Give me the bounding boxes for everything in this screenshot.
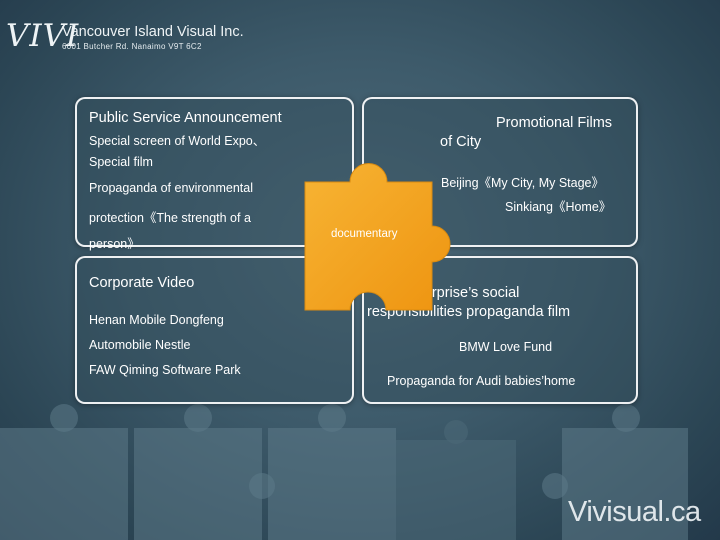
list-item: Sinkiang《Home》: [505, 200, 612, 214]
list-item: FAW Qiming Software Park: [89, 363, 241, 377]
panel-title: Corporate Video: [89, 275, 195, 291]
list-item: Beijing《My City, My Stage》: [441, 176, 605, 190]
documentary-label: documentary: [331, 228, 398, 240]
list-item: Automobile Nestle: [89, 338, 191, 352]
list-item: Henan Mobile Dongfeng: [89, 313, 224, 327]
list-item: person》: [89, 237, 140, 251]
list-item: Special film: [89, 155, 153, 169]
panel-title: Public Service Announcement: [89, 110, 282, 126]
list-item: Propaganda for Audi babies’home: [387, 374, 576, 388]
company-logo: VIVI: [6, 18, 80, 54]
list-item: Special screen of World Expo、: [89, 134, 266, 148]
company-address: 6001 Butcher Rd. Nanaimo V9T 6C2: [62, 42, 202, 51]
panel-title-line1: Promotional Films: [496, 115, 613, 131]
list-item: Propaganda of environmental: [89, 181, 254, 195]
puzzle-piece-icon: [304, 163, 451, 311]
company-name: Vancouver Island Visual Inc.: [62, 24, 244, 40]
list-item: BMW Love Fund: [459, 340, 553, 354]
panel-title-line2: of City: [440, 134, 482, 150]
list-item: protection《The strength of a: [89, 211, 251, 225]
watermark-logo: Vivisual.ca: [568, 496, 701, 528]
